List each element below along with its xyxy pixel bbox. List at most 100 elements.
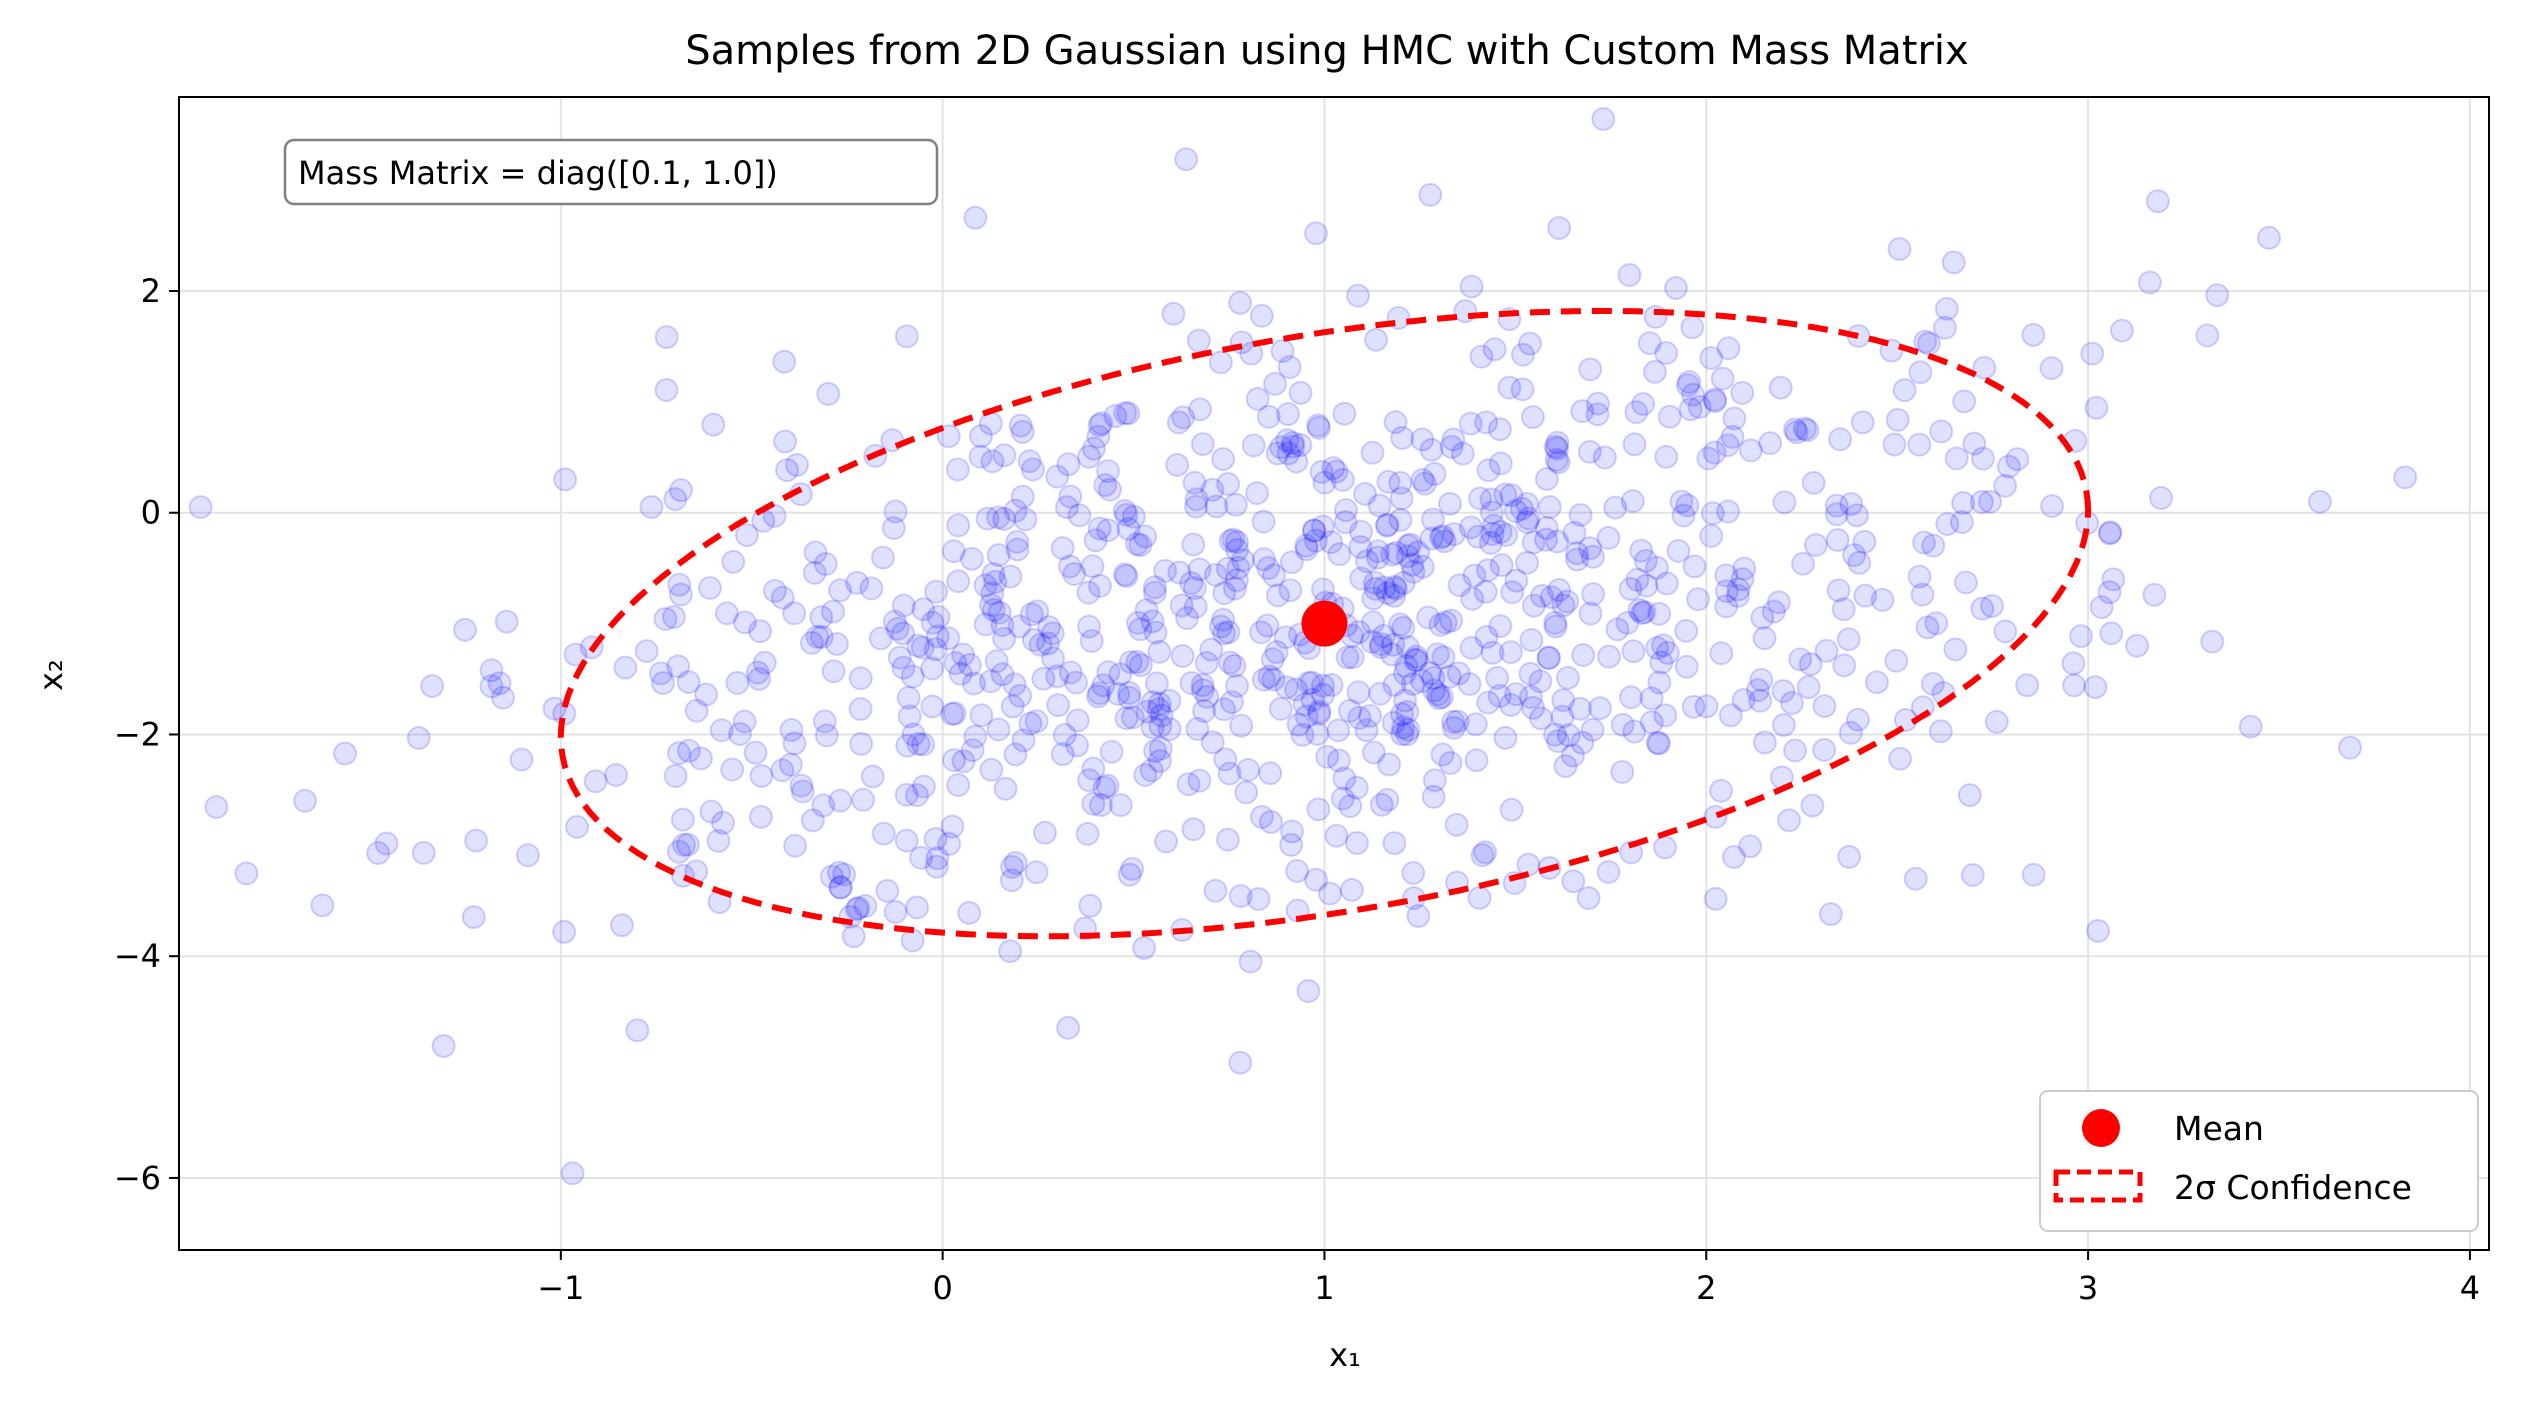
sample-point — [814, 723, 839, 748]
sample-point — [1171, 405, 1196, 430]
sample-point — [1294, 537, 1319, 562]
sample-point — [1363, 576, 1388, 601]
sample-point — [1157, 688, 1182, 713]
sample-point — [920, 694, 945, 719]
sample-point — [1307, 701, 1332, 726]
sample-point — [1133, 524, 1158, 549]
sample-point — [1561, 869, 1586, 894]
sample-point — [1618, 576, 1643, 601]
sample-point — [1306, 415, 1331, 440]
sample-point — [1208, 350, 1233, 375]
sample-point — [1292, 692, 1317, 717]
sample-point — [293, 788, 318, 813]
sample-point — [1008, 413, 1033, 438]
sample-point — [1261, 667, 1286, 692]
sample-point — [1543, 610, 1568, 635]
sample-point — [1915, 615, 1940, 640]
sample-point — [1236, 757, 1261, 782]
sample-point — [1428, 612, 1453, 637]
sample-point — [1182, 576, 1207, 601]
sample-point — [1406, 540, 1431, 565]
sample-point — [1120, 705, 1145, 730]
sample-point — [783, 833, 808, 858]
sample-point — [1457, 672, 1482, 697]
sample-point — [1077, 444, 1102, 469]
sample-point — [2098, 520, 2123, 545]
sample-point — [1238, 949, 1263, 974]
sample-point — [1714, 594, 1739, 619]
sample-point — [920, 656, 945, 681]
sample-point — [875, 878, 900, 903]
sample-point — [1838, 720, 1863, 745]
sample-point — [1533, 527, 1558, 552]
sample-point — [1361, 586, 1386, 611]
sample-point — [1382, 831, 1407, 856]
sample-point — [1114, 706, 1139, 731]
sample-point — [1284, 449, 1309, 474]
sample-point — [1228, 1050, 1253, 1075]
sample-point — [1075, 821, 1100, 846]
sample-point — [2089, 595, 2114, 620]
sample-point — [1097, 477, 1122, 502]
sample-point — [1374, 513, 1399, 538]
sample-point — [1675, 493, 1700, 518]
sample-point — [1245, 386, 1270, 411]
sample-point — [1639, 710, 1664, 735]
sample-point — [1730, 380, 1755, 405]
sample-point — [945, 457, 970, 482]
sample-point — [1117, 862, 1142, 887]
sample-point — [1008, 683, 1033, 708]
sample-point — [809, 624, 834, 649]
sample-point — [1702, 440, 1727, 465]
sample-point — [1920, 671, 1945, 696]
sample-point — [1377, 752, 1402, 777]
sample-point — [721, 549, 746, 574]
sample-point — [1515, 491, 1540, 516]
sample-point — [1482, 337, 1507, 362]
sample-point — [1391, 570, 1416, 595]
sample-point — [1468, 486, 1493, 511]
sample-point — [2097, 521, 2122, 546]
sample-point — [464, 828, 489, 853]
sample-point — [1488, 614, 1513, 639]
sample-point — [1520, 405, 1545, 430]
sample-point — [1972, 355, 1997, 380]
sample-point — [1398, 532, 1423, 557]
sample-point — [782, 601, 807, 626]
sample-point — [699, 799, 724, 824]
sample-point — [1310, 577, 1335, 602]
sample-point — [1481, 513, 1506, 538]
sample-point — [1087, 516, 1112, 541]
sample-point — [1716, 336, 1741, 361]
sample-point — [1065, 708, 1090, 733]
sample-point — [1487, 417, 1512, 442]
sample-point — [1401, 861, 1426, 886]
sample-point — [1908, 360, 1933, 385]
sample-point — [1730, 567, 1755, 592]
sample-point — [1596, 859, 1621, 884]
sample-point — [1128, 533, 1153, 558]
sample-point — [1441, 715, 1466, 740]
sample-point — [1792, 416, 1817, 441]
sample-point — [1326, 748, 1351, 773]
sample-point — [980, 449, 1005, 474]
sample-point — [1655, 640, 1680, 665]
sample-point — [1143, 738, 1168, 763]
sample-point — [1752, 730, 1777, 755]
sample-point — [980, 581, 1005, 606]
sample-point — [984, 649, 1009, 674]
sample-point — [1050, 536, 1075, 561]
sample-point — [1306, 797, 1331, 822]
sample-point — [1825, 528, 1850, 553]
sample-point — [1669, 489, 1694, 514]
sample-point — [1556, 723, 1581, 748]
sample-point — [709, 718, 734, 743]
sample-point — [2021, 862, 2046, 887]
sample-point — [1450, 441, 1475, 466]
sample-point — [1363, 570, 1388, 595]
mean-marker — [1301, 600, 1348, 647]
sample-point — [688, 746, 713, 771]
sample-point — [732, 709, 757, 734]
sample-point — [909, 845, 934, 870]
sample-point — [1630, 601, 1655, 626]
